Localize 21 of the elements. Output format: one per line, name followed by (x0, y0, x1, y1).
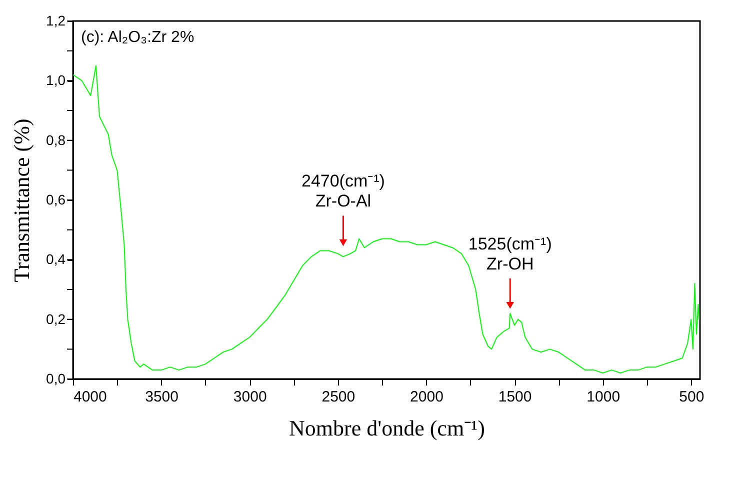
text: (c): Al₂O₃:Zr 2% (81, 29, 194, 46)
x-tick-label: 2000 (410, 388, 444, 406)
x-tick-label: 2500 (322, 388, 356, 406)
y-tick-label: 1,2 (46, 12, 66, 28)
x-tick-label: 3000 (233, 388, 267, 406)
x-tick-label: 3500 (145, 388, 178, 406)
y-tick-label: 0,2 (46, 310, 66, 327)
line-series (73, 65, 700, 374)
x-tick-label: 4000 (74, 388, 107, 406)
annotation: 1525(cm⁻¹) Zr-OH (468, 234, 552, 274)
y-axis-title: Transmittance (%) (9, 118, 34, 282)
y-tick-label: 1,0 (46, 72, 66, 88)
y-tick-label: 0,4 (46, 251, 66, 268)
x-tick-label: 1000 (586, 388, 620, 406)
y-tick-label: 0,0 (46, 370, 66, 386)
x-tick-label: 1500 (498, 388, 532, 406)
annotation: 2470(cm⁻¹) Zr-O-Al (301, 172, 385, 211)
x-tick-label: 500 (679, 388, 704, 406)
x-axis-title: Nombre d'onde (cm⁻¹) (289, 416, 485, 440)
y-tick-label: 0,8 (46, 132, 66, 148)
y-tick-label: 0,6 (46, 192, 66, 208)
